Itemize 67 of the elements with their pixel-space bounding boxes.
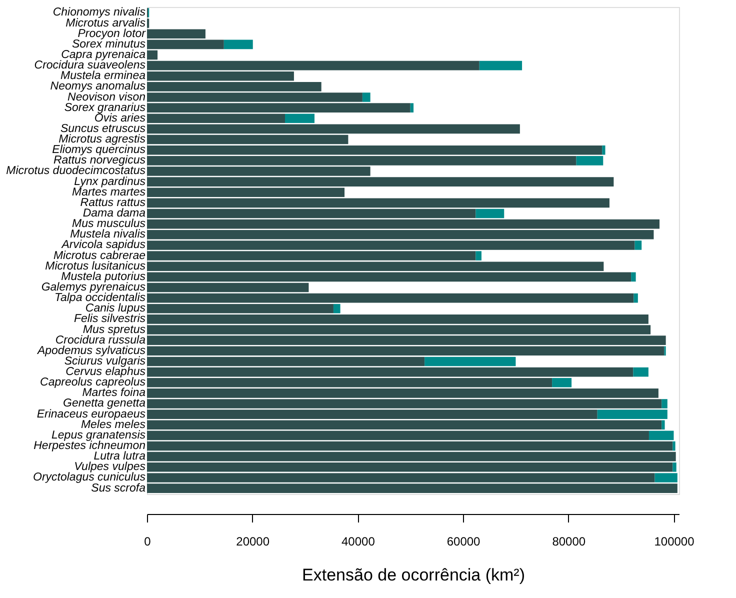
y-tick-label: Chionomys nivalis (52, 6, 146, 19)
x-tick-label: 0 (144, 534, 152, 548)
y-tick-label: Crocidura russula (55, 334, 146, 346)
x-tick-label: 80000 (552, 534, 586, 548)
y-tick-label: Neomys anomalus (50, 80, 146, 93)
y-tick-label: Ovis aries (94, 112, 146, 124)
x-tick-label: 100000 (654, 534, 695, 548)
y-tick-label: Canis lupus (85, 302, 146, 315)
y-tick-label: Mustela putorius (61, 270, 146, 283)
y-tick-label: Erinaceus europaeus (36, 408, 146, 420)
x-tick-label: 20000 (236, 534, 270, 548)
y-tick-label: Mus musculus (72, 218, 146, 230)
bar (224, 40, 253, 50)
x-tick-label: 60000 (446, 534, 481, 548)
y-tick-label: Oryctolagus cuniculus (33, 472, 146, 484)
bar (479, 60, 522, 70)
y-tick-label: Vulpes vulpes (74, 461, 146, 474)
y-tick-label: Dama dama (82, 208, 146, 220)
y-tick-label: Genetta genetta (63, 398, 146, 410)
y-tick-label: Lutra lutra (94, 450, 146, 463)
y-tick-label: Arvicola sapidus (60, 239, 146, 252)
x-tick-label: 40000 (342, 534, 376, 548)
y-tick-label: Rattus norvegicus (53, 154, 146, 167)
bar (633, 367, 648, 377)
y-tick-label: Microtus arvalis (66, 17, 146, 30)
bar (410, 103, 414, 112)
y-tick-label: Meles meles (80, 418, 146, 431)
y-tick-label: Microtus agrestis (58, 134, 146, 146)
bar (476, 208, 504, 218)
y-tick-label: Herpestes ichneumon (34, 440, 146, 452)
bar (476, 251, 482, 260)
bar (634, 293, 638, 303)
x-axis-title: Extensão de ocorrência (km²) (302, 566, 525, 584)
y-tick-label: Sciurus vulgaris (64, 355, 146, 368)
y-tick-label: Sorex granarius (64, 102, 146, 114)
y-tick-label: Suncus etruscus (60, 122, 146, 135)
y-tick-label: Galemys pyrenaicus (41, 281, 146, 294)
bar (285, 114, 314, 124)
y-tick-label: Felis silvestris (74, 313, 146, 326)
y-tick-label: Talpa occidentalis (54, 292, 146, 304)
y-tick-label: Crocidura suaveolens (34, 60, 146, 72)
bar (362, 92, 370, 102)
y-tick-label: Neovison vison (68, 91, 146, 104)
y-tick-label: Procyon lotor (78, 28, 147, 40)
bar (634, 240, 642, 250)
y-tick-label: Microtus duodecimcostatus (6, 165, 146, 178)
y-tick-label: Sus scrofa (91, 482, 146, 494)
y-tick-label: Microtus cabrerae (53, 250, 146, 262)
y-tick-label: Martes foina (82, 387, 146, 400)
y-tick-label: Eliomys quercinus (52, 144, 146, 156)
y-tick-label: Lepus granatensis (52, 429, 146, 442)
y-tick-label: Apodemus sylvaticus (36, 344, 146, 357)
bar (333, 304, 340, 314)
y-tick-label: Cervus elaphus (66, 366, 146, 378)
y-tick-label: Sorex minutus (72, 38, 146, 50)
y-tick-label: Martes martes (72, 186, 146, 198)
y-tick-label: Capra pyrenaica (61, 48, 146, 61)
bar (631, 272, 636, 282)
bar (424, 356, 516, 366)
y-tick-label: Microtus lusitanicus (45, 260, 146, 272)
y-tick-label: Capreolus capreolus (40, 376, 146, 389)
y-tick-label: Lynx pardinus (74, 176, 146, 188)
y-tick-label: Mustela nivalis (70, 228, 146, 241)
y-tick-label: Mustela erminea (60, 70, 146, 82)
y-tick-label: Rattus rattus (80, 196, 146, 209)
y-tick-label: Mus spretus (82, 324, 146, 336)
bar (552, 378, 572, 388)
